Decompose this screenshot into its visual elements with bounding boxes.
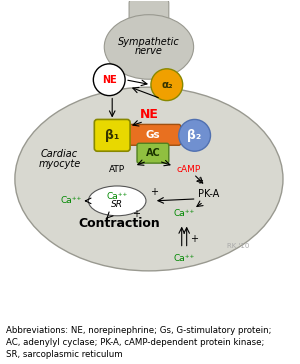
Text: myocyte: myocyte (38, 159, 81, 169)
Text: nerve: nerve (135, 46, 163, 56)
Circle shape (93, 64, 125, 96)
Text: Contraction: Contraction (78, 217, 160, 230)
Circle shape (151, 69, 183, 100)
Text: β₂: β₂ (188, 129, 202, 142)
Text: Cardiac: Cardiac (41, 149, 78, 159)
Text: cAMP: cAMP (176, 165, 201, 174)
Circle shape (179, 119, 211, 151)
Text: +: + (195, 176, 203, 186)
Text: Ca⁺⁺: Ca⁺⁺ (61, 196, 82, 205)
Text: SR: SR (111, 200, 123, 209)
Text: AC: AC (146, 148, 160, 158)
Text: Ca⁺⁺: Ca⁺⁺ (173, 254, 194, 263)
Text: +: + (190, 234, 198, 244)
Text: Abbreviations: NE, norepinephrine; Gs, G-stimulatory protein;
AC, adenylyl cycla: Abbreviations: NE, norepinephrine; Gs, G… (6, 327, 272, 359)
Text: Ca⁺⁺: Ca⁺⁺ (106, 193, 128, 201)
Text: α₂: α₂ (161, 80, 172, 90)
Text: Ca⁺⁺: Ca⁺⁺ (173, 209, 194, 218)
FancyBboxPatch shape (94, 119, 130, 151)
Text: Sympathetic: Sympathetic (118, 37, 180, 47)
FancyBboxPatch shape (129, 0, 169, 30)
Text: Gs: Gs (146, 130, 160, 141)
Ellipse shape (15, 87, 283, 271)
FancyBboxPatch shape (125, 124, 181, 145)
FancyBboxPatch shape (137, 143, 169, 163)
Text: RK '10: RK '10 (227, 242, 250, 249)
Text: ATP: ATP (109, 165, 125, 174)
Ellipse shape (104, 15, 194, 79)
Text: NE: NE (140, 108, 158, 121)
Ellipse shape (88, 186, 146, 216)
Text: PK-A: PK-A (198, 189, 219, 199)
Text: NE: NE (102, 75, 117, 85)
Text: +: + (150, 187, 158, 197)
Text: β₁: β₁ (105, 129, 119, 142)
Text: +: + (132, 209, 140, 219)
